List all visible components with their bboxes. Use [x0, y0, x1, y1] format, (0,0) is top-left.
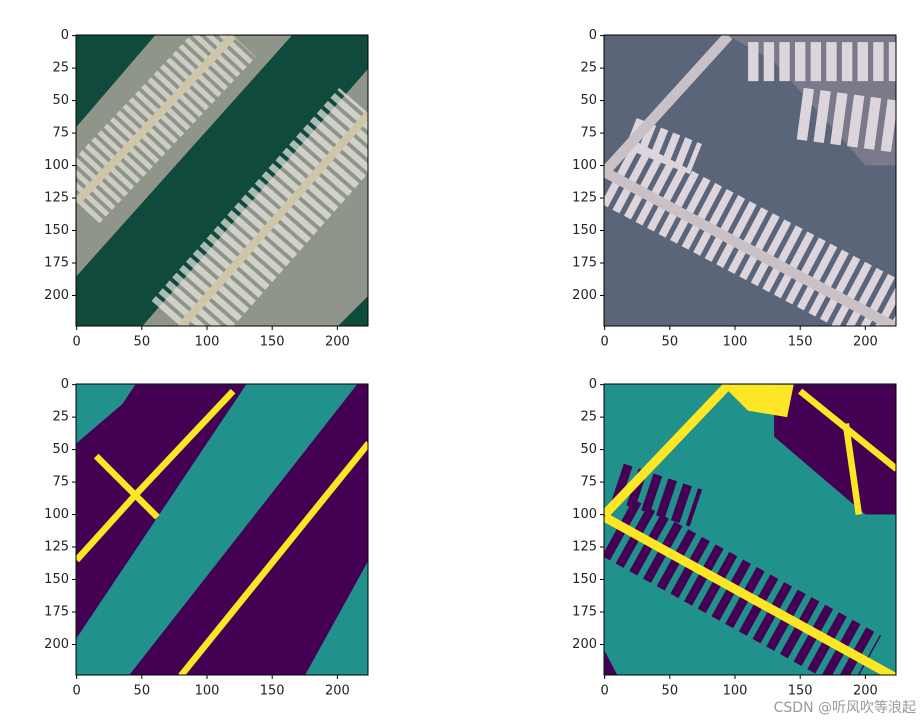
x-tick-label: 0: [601, 335, 609, 350]
y-tick-label: 100: [44, 507, 69, 522]
pier: [76, 35, 236, 205]
class-boat: [774, 384, 896, 515]
class-pier: [178, 441, 368, 675]
class-pier: [93, 453, 160, 520]
y-tick-label: 100: [44, 158, 69, 173]
x-tick-label: 200: [325, 684, 350, 699]
y-tick-label: 125: [572, 540, 597, 555]
y-tick-label: 150: [572, 223, 597, 238]
y-tick-label: 175: [572, 255, 597, 270]
image: [76, 384, 368, 675]
x-tick-label: 200: [853, 684, 878, 699]
y-tick-label: 150: [44, 572, 69, 587]
y-tick-label: 150: [44, 223, 69, 238]
y-tick-label: 200: [572, 637, 597, 652]
image: [604, 384, 896, 675]
y-tick-label: 175: [572, 604, 597, 619]
axes-frame: [603, 34, 897, 327]
y-tick-label: 75: [52, 475, 69, 490]
x-tick-label: 100: [195, 684, 220, 699]
x-tick-label: 50: [662, 684, 679, 699]
y-tick-label: 25: [580, 410, 597, 425]
y-tick-label: 200: [44, 637, 69, 652]
y-tick-label: 125: [44, 191, 69, 206]
x-tick-label: 150: [788, 335, 813, 350]
class-boat: [604, 650, 618, 675]
y-tick-label: 125: [572, 191, 597, 206]
image: [604, 35, 896, 326]
x-tick-label: 50: [134, 684, 151, 699]
x-tick-label: 0: [73, 684, 81, 699]
y-tick-label: 25: [52, 410, 69, 425]
y-tick-label: 0: [61, 377, 69, 392]
class-boat: [129, 384, 368, 675]
y-tick-label: 200: [572, 288, 597, 303]
pier: [604, 167, 896, 326]
y-tick-label: 0: [61, 28, 69, 43]
x-tick-label: 150: [788, 684, 813, 699]
x-tick-label: 0: [73, 335, 81, 350]
y-tick-label: 200: [44, 288, 69, 303]
class-boat: [76, 384, 247, 638]
pier: [177, 111, 368, 326]
pier: [604, 35, 733, 176]
y-tick-label: 75: [580, 475, 597, 490]
axes-frame: [603, 383, 897, 676]
class-boat: [611, 463, 703, 527]
boats: [604, 140, 896, 326]
boats: [624, 118, 702, 175]
y-tick-label: 25: [580, 61, 597, 76]
y-tick-label: 50: [52, 93, 69, 108]
x-tick-label: 150: [260, 684, 285, 699]
class-pier: [842, 423, 863, 516]
x-tick-label: 100: [723, 684, 748, 699]
y-tick-label: 175: [44, 255, 69, 270]
boats: [76, 35, 292, 276]
class-pier: [721, 384, 794, 418]
axes-frame: [75, 383, 369, 676]
x-tick-label: 50: [134, 335, 151, 350]
y-tick-label: 50: [580, 93, 597, 108]
class-pier: [604, 384, 732, 518]
class-pier: [604, 513, 896, 675]
y-tick-label: 100: [572, 507, 597, 522]
y-tick-label: 50: [580, 442, 597, 457]
x-tick-label: 100: [723, 335, 748, 350]
y-tick-label: 0: [589, 28, 597, 43]
x-tick-label: 50: [662, 335, 679, 350]
x-tick-label: 150: [260, 335, 285, 350]
y-tick-label: 150: [572, 572, 597, 587]
y-tick-label: 75: [52, 126, 69, 141]
y-tick-label: 75: [580, 126, 597, 141]
y-tick-label: 25: [52, 61, 69, 76]
y-tick-label: 125: [44, 540, 69, 555]
watermark: CSDN @听风吹等浪起: [774, 699, 916, 716]
axes-frame: [75, 34, 369, 327]
x-tick-label: 200: [325, 335, 350, 350]
x-tick-label: 200: [853, 335, 878, 350]
image: [76, 35, 368, 326]
x-tick-label: 0: [601, 684, 609, 699]
y-tick-label: 50: [52, 442, 69, 457]
y-tick-label: 0: [589, 377, 597, 392]
y-tick-label: 175: [44, 604, 69, 619]
y-tick-label: 100: [572, 158, 597, 173]
x-tick-label: 100: [195, 335, 220, 350]
